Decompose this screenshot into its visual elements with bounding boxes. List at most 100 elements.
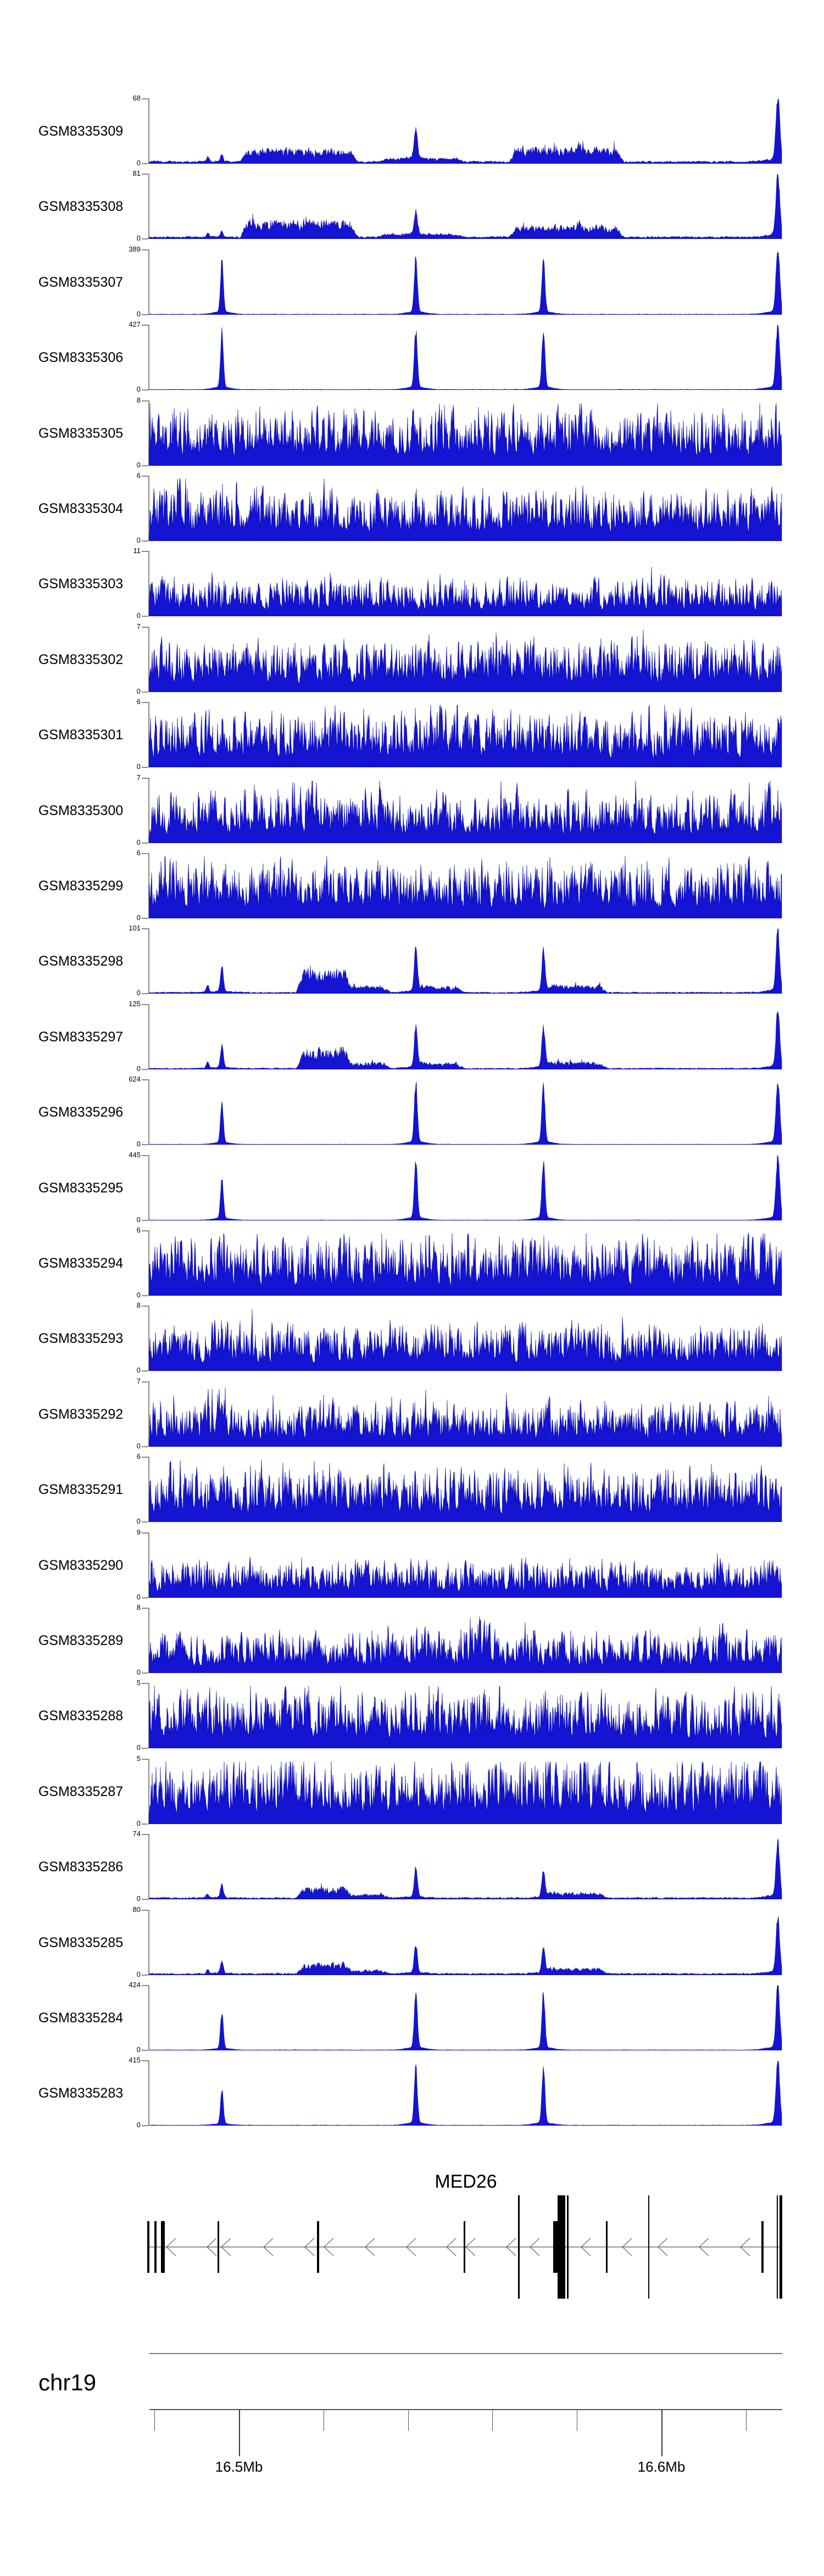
y-axis-zero-tick <box>142 1295 148 1296</box>
y-axis-top-tick <box>142 928 148 929</box>
y-axis-line <box>148 174 149 239</box>
genome-axis-line <box>149 2409 782 2410</box>
y-axis-top-tick <box>142 249 148 250</box>
track-gsm8335295: GSM8335295 445 0 <box>0 1151 824 1224</box>
y-axis-top-tick <box>142 2060 148 2061</box>
track-label: GSM8335293 <box>38 1330 124 1346</box>
strand-arrow-icon <box>506 2238 516 2256</box>
track-gsm8335291: GSM8335291 6 0 <box>0 1452 824 1525</box>
y-zero-label: 0 <box>136 687 141 695</box>
y-axis-zero-tick <box>142 1748 148 1749</box>
y-zero-label: 0 <box>136 762 141 771</box>
y-axis-zero-tick <box>142 389 148 391</box>
track-label: GSM8335305 <box>38 425 124 441</box>
y-axis-top-tick <box>142 1155 148 1156</box>
y-zero-label: 0 <box>136 1140 141 1148</box>
y-max-label: 5 <box>136 1679 141 1687</box>
track-label: GSM8335304 <box>38 500 124 516</box>
y-max-label: 6 <box>136 1226 141 1234</box>
y-zero-label: 0 <box>136 234 141 242</box>
track-gsm8335305: GSM8335305 8 0 <box>0 396 824 469</box>
y-axis-zero-tick <box>142 1521 148 1523</box>
gene-exon <box>553 2221 558 2273</box>
y-axis-zero-tick <box>142 163 148 164</box>
track-label: GSM8335309 <box>38 123 124 139</box>
gene-name-label: MED26 <box>435 2171 497 2192</box>
y-axis-zero-tick <box>142 843 148 844</box>
track-label: GSM8335299 <box>38 878 124 894</box>
y-max-label: 389 <box>129 245 141 253</box>
y-axis-top-tick <box>142 627 148 628</box>
y-zero-label: 0 <box>136 1593 141 1601</box>
track-gsm8335303: GSM8335303 11 0 <box>0 547 824 620</box>
y-axis-top-tick <box>142 1683 148 1684</box>
y-axis-zero-tick <box>142 1672 148 1674</box>
y-zero-label: 0 <box>136 2045 141 2054</box>
signal-histogram <box>149 1916 782 1975</box>
y-axis-zero-tick <box>142 465 148 466</box>
y-axis-top-tick <box>142 476 148 477</box>
strand-arrow-icon <box>304 2238 315 2256</box>
axis-minor-tick <box>154 2410 155 2431</box>
y-zero-label: 0 <box>136 310 141 318</box>
y-axis-top-tick <box>142 1004 148 1005</box>
y-axis-line <box>148 1910 149 1975</box>
y-axis-line <box>148 476 149 541</box>
y-max-label: 6 <box>136 698 141 706</box>
y-axis-zero-tick <box>142 2125 148 2126</box>
track-label: GSM8335294 <box>38 1255 124 1271</box>
y-axis-line <box>148 98 149 164</box>
track-gsm8335283: GSM8335283 415 0 <box>0 2056 824 2129</box>
y-axis-zero-tick <box>142 1144 148 1145</box>
track-label: GSM8335297 <box>38 1029 124 1045</box>
y-max-label: 8 <box>136 1301 141 1309</box>
y-axis-top-tick <box>142 853 148 854</box>
track-gsm8335293: GSM8335293 8 0 <box>0 1301 824 1374</box>
y-axis-line <box>148 400 149 466</box>
axis-minor-tick <box>746 2410 747 2431</box>
track-label: GSM8335292 <box>38 1406 124 1422</box>
track-label: GSM8335288 <box>38 1708 124 1724</box>
y-zero-label: 0 <box>136 536 141 544</box>
strand-arrow-icon <box>581 2238 591 2256</box>
y-axis-zero-tick <box>142 1220 148 1221</box>
strand-arrow-icon <box>263 2238 274 2256</box>
signal-histogram <box>149 629 782 692</box>
axis-major-tick <box>661 2410 662 2456</box>
axis-tick-label-16-6mb: 16.6Mb <box>637 2458 686 2475</box>
signal-histogram <box>149 252 782 315</box>
y-axis-line <box>148 1759 149 1824</box>
strand-arrow-icon <box>365 2238 375 2256</box>
y-axis-top-tick <box>142 1457 148 1458</box>
y-axis-top-tick <box>142 325 148 326</box>
y-axis-top-tick <box>142 1381 148 1382</box>
track-gsm8335301: GSM8335301 6 0 <box>0 698 824 771</box>
signal-histogram <box>149 1459 782 1522</box>
y-max-label: 624 <box>129 1075 141 1083</box>
track-gsm8335292: GSM8335292 7 0 <box>0 1377 824 1450</box>
y-axis-top-tick <box>142 778 148 779</box>
y-max-label: 80 <box>132 1905 141 1914</box>
gene-exon <box>147 2221 149 2273</box>
y-max-label: 9 <box>136 1528 141 1536</box>
gene-exon <box>518 2195 520 2299</box>
y-max-label: 5 <box>136 1754 141 1763</box>
y-zero-label: 0 <box>136 989 141 997</box>
strand-arrow-icon <box>324 2238 334 2256</box>
signal-histogram <box>149 856 782 918</box>
strand-arrow-icon <box>207 2238 217 2256</box>
y-zero-label: 0 <box>136 838 141 846</box>
y-max-label: 7 <box>136 1377 141 1385</box>
y-axis-line <box>148 1155 149 1220</box>
track-label: GSM8335302 <box>38 651 124 667</box>
track-gsm8335296: GSM8335296 624 0 <box>0 1075 824 1148</box>
y-axis-line <box>148 1306 149 1371</box>
strand-arrow-icon <box>406 2238 416 2256</box>
y-axis-top-tick <box>142 1910 148 1911</box>
y-axis-top-tick <box>142 551 148 552</box>
track-gsm8335307: GSM8335307 389 0 <box>0 245 824 318</box>
track-gsm8335309: GSM8335309 68 0 <box>0 94 824 167</box>
y-zero-label: 0 <box>136 1291 141 1299</box>
y-axis-zero-tick <box>142 993 148 994</box>
y-axis-zero-tick <box>142 314 148 315</box>
